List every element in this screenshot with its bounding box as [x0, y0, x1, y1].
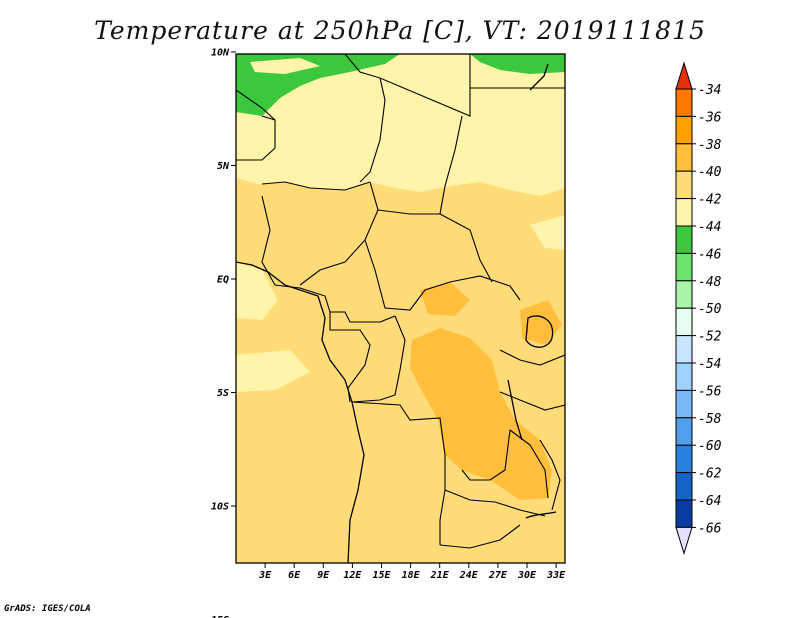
- lon-tick-label: 21E: [430, 570, 450, 581]
- grads-credit: GrADS: IGES/COLA: [4, 604, 91, 614]
- colorbar-level-label: -34: [698, 83, 721, 98]
- colorbar-swatch: [675, 472, 693, 501]
- colorbar-swatch: [675, 198, 693, 227]
- lat-tick-label: 10S: [211, 502, 229, 513]
- lon-tick-label: 30E: [517, 570, 537, 581]
- colorbar-level-label: -40: [698, 165, 722, 180]
- map-fill-layer: [236, 54, 565, 563]
- country-borders: [236, 54, 565, 563]
- lon-tick-label: 6E: [288, 570, 301, 581]
- colorbar-level-label: -52: [698, 330, 722, 345]
- lon-tick-label: 18E: [402, 570, 421, 581]
- temperature-field-minus-42-40: [236, 350, 310, 392]
- colorbar-level-label: -42: [698, 193, 722, 208]
- latitude-axis: 20N15N10N5NEQ5S10S15S: [211, 48, 236, 618]
- lat-tick-label: EQ: [217, 275, 229, 286]
- lon-tick-label: 3E: [258, 570, 272, 581]
- colorbar-swatch: [675, 225, 693, 254]
- colorbar-level-label: -58: [698, 412, 722, 427]
- colorbar-level-label: -44: [698, 220, 721, 235]
- colorbar-swatch: [675, 252, 693, 282]
- colorbar-swatch: [675, 499, 693, 528]
- colorbar-level-label: -56: [698, 384, 722, 399]
- lon-tick-label: 24E: [459, 570, 479, 581]
- colorbar-swatch: [675, 444, 693, 474]
- colorbar-legend: -34 -36 -38 -40 -42 -44 -46 -48 -50 -52 -54 -56 -58 -…: [675, 61, 722, 556]
- temperature-field-minus-44-42: [250, 58, 320, 74]
- colorbar-swatch: [675, 170, 693, 200]
- colorbar-level-label: -66: [698, 521, 722, 536]
- colorbar-bottom-arrow: [675, 526, 693, 556]
- lat-tick-label: 10N: [211, 48, 230, 59]
- colorbar-level-label: -54: [698, 357, 721, 372]
- temperature-field-minus-38-36: [420, 282, 470, 316]
- colorbar-swatch: [675, 389, 693, 419]
- lat-tick-label: 5S: [217, 388, 229, 399]
- longitude-axis: 3E 6E 9E 12E 15E 18E 21E 24E 27E 30E 33E: [258, 563, 566, 581]
- map-title: Temperature at 250hPa [C], VT: 201911181…: [94, 16, 706, 45]
- lon-tick-label: 9E: [317, 570, 330, 581]
- temperature-field-minus-46-44: [470, 54, 565, 74]
- colorbar-level-label: -46: [698, 247, 722, 262]
- colorbar-swatch: [675, 88, 693, 117]
- colorbar-level-label: -62: [698, 467, 722, 482]
- lat-tick-label: 15S: [211, 615, 229, 618]
- colorbar-level-label: -48: [698, 275, 722, 290]
- temperature-field-minus-38-36: [410, 328, 552, 500]
- lat-tick-label: 5N: [217, 161, 230, 172]
- colorbar-swatch: [675, 417, 693, 446]
- temperature-field-minus-42-40: [236, 262, 278, 320]
- colorbar-swatch: [675, 143, 693, 172]
- colorbar-swatch: [675, 280, 693, 309]
- colorbar-swatch: [675, 362, 693, 391]
- colorbar-level-label: -36: [698, 110, 722, 125]
- lon-tick-label: 33E: [546, 570, 566, 581]
- temperature-field-minus-42-40: [236, 54, 565, 196]
- colorbar-top-arrow: [675, 61, 693, 90]
- colorbar-level-label: -50: [698, 302, 722, 317]
- colorbar-level-label: -64: [698, 494, 721, 509]
- lon-tick-label: 15E: [372, 570, 391, 581]
- colorbar-swatch: [675, 335, 693, 364]
- colorbar-swatch: [675, 307, 693, 337]
- lon-tick-label: 12E: [343, 570, 362, 581]
- colorbar-swatch: [675, 115, 693, 145]
- temperature-field-minus-42-40: [530, 215, 565, 250]
- lon-tick-label: 27E: [488, 570, 508, 581]
- map-frame: [235, 53, 566, 564]
- colorbar-level-label: -60: [698, 439, 722, 454]
- temperature-field-minus-38-36: [520, 300, 562, 345]
- colorbar-level-label: -38: [698, 138, 722, 153]
